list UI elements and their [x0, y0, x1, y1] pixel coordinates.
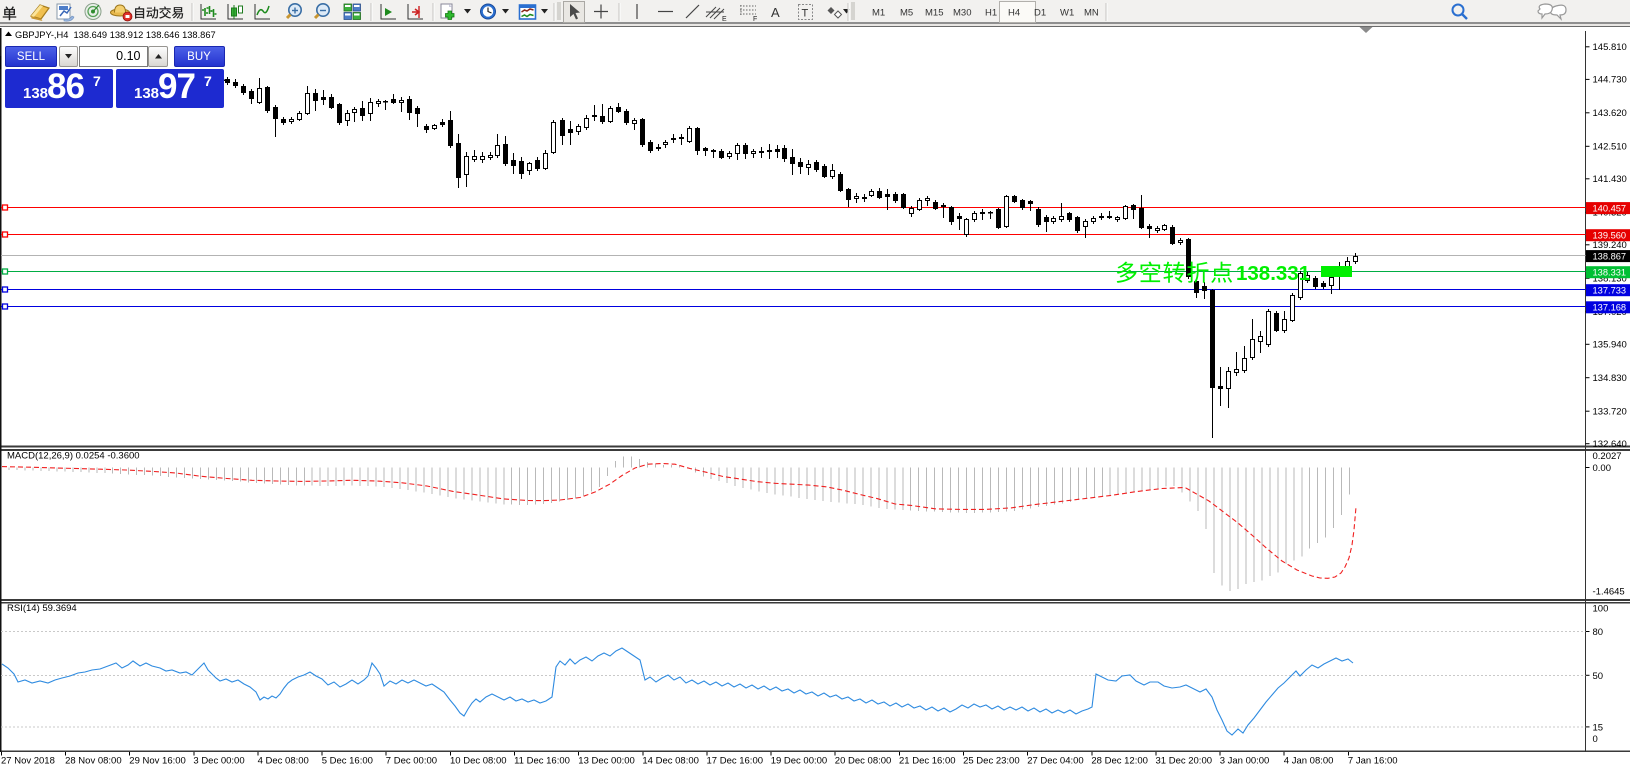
svg-text:133.720: 133.720: [1593, 406, 1627, 417]
svg-text:0.00: 0.00: [1593, 463, 1612, 474]
svg-text:13 Dec 00:00: 13 Dec 00:00: [578, 756, 635, 767]
svg-text:-1.4645: -1.4645: [1593, 587, 1625, 598]
svg-text:4 Jan 08:00: 4 Jan 08:00: [1284, 756, 1334, 767]
svg-text:RSI(14) 59.3694: RSI(14) 59.3694: [7, 603, 77, 614]
svg-text:T: T: [802, 8, 809, 20]
svg-text:145.810: 145.810: [1593, 42, 1627, 53]
svg-text:141.430: 141.430: [1593, 174, 1627, 185]
svg-text:29 Nov 16:00: 29 Nov 16:00: [129, 756, 186, 767]
svg-text:132.640: 132.640: [1593, 439, 1627, 450]
svg-text:139.560: 139.560: [1593, 231, 1627, 241]
svg-text:W1: W1: [1060, 8, 1074, 19]
svg-text:M1: M1: [872, 8, 885, 19]
svg-text:14 Dec 08:00: 14 Dec 08:00: [642, 756, 699, 767]
svg-text:134.830: 134.830: [1593, 373, 1627, 384]
svg-text:144.730: 144.730: [1593, 75, 1627, 86]
svg-text:21 Dec 16:00: 21 Dec 16:00: [899, 756, 956, 767]
svg-text:GBPJPY-,H4: GBPJPY-,H4: [15, 30, 68, 40]
svg-text:M15: M15: [925, 8, 943, 19]
svg-text:10 Dec 08:00: 10 Dec 08:00: [450, 756, 507, 767]
svg-text:15: 15: [1593, 722, 1604, 733]
svg-text:143.620: 143.620: [1593, 108, 1627, 119]
svg-text:100: 100: [1593, 604, 1609, 615]
svg-text:137.733: 137.733: [1593, 286, 1627, 296]
svg-text:25 Dec 23:00: 25 Dec 23:00: [963, 756, 1020, 767]
svg-text:4 Dec 08:00: 4 Dec 08:00: [258, 756, 309, 767]
svg-text:H4: H4: [1008, 8, 1020, 19]
svg-text:H1: H1: [985, 8, 997, 19]
svg-text:A: A: [771, 5, 780, 20]
svg-text:M5: M5: [900, 8, 913, 19]
svg-text:138.649 138.912 138.646 138.86: 138.649 138.912 138.646 138.867: [74, 30, 216, 40]
svg-text:3 Jan 00:00: 3 Jan 00:00: [1220, 756, 1270, 767]
svg-text:E: E: [722, 16, 727, 23]
svg-text:138.867: 138.867: [1593, 251, 1627, 261]
svg-text:3 Dec 00:00: 3 Dec 00:00: [193, 756, 244, 767]
svg-text:MN: MN: [1084, 8, 1099, 19]
svg-text:7 Jan 16:00: 7 Jan 16:00: [1348, 756, 1398, 767]
svg-text:20 Dec 08:00: 20 Dec 08:00: [835, 756, 892, 767]
svg-text:11 Dec 16:00: 11 Dec 16:00: [514, 756, 570, 767]
svg-text:27 Dec 04:00: 27 Dec 04:00: [1027, 756, 1084, 767]
svg-text:28 Dec 12:00: 28 Dec 12:00: [1091, 756, 1148, 767]
svg-text:D1: D1: [1034, 8, 1046, 19]
svg-text:MACD(12,26,9) 0.0254 -0.3600: MACD(12,26,9) 0.0254 -0.3600: [7, 451, 140, 462]
svg-text:F: F: [753, 16, 757, 23]
svg-text:138.331: 138.331: [1236, 262, 1310, 285]
svg-text:31 Dec 20:00: 31 Dec 20:00: [1156, 756, 1213, 767]
svg-text:140.457: 140.457: [1593, 203, 1627, 213]
svg-text:0: 0: [1593, 734, 1598, 745]
svg-text:7 Dec 00:00: 7 Dec 00:00: [386, 756, 437, 767]
svg-text:137.168: 137.168: [1593, 303, 1627, 313]
svg-text:138.130: 138.130: [1593, 274, 1627, 285]
svg-text:50: 50: [1593, 671, 1604, 682]
svg-text:139.240: 139.240: [1593, 240, 1627, 251]
svg-text:80: 80: [1593, 627, 1604, 638]
svg-text:17 Dec 16:00: 17 Dec 16:00: [707, 756, 764, 767]
svg-text:5 Dec 16:00: 5 Dec 16:00: [322, 756, 373, 767]
svg-text:138.331: 138.331: [1593, 268, 1627, 278]
svg-text:135.940: 135.940: [1593, 340, 1627, 351]
svg-text:0.2027: 0.2027: [1593, 451, 1622, 462]
svg-text:27 Nov 2018: 27 Nov 2018: [1, 756, 55, 767]
svg-text:M30: M30: [953, 8, 971, 19]
svg-text:28 Nov 08:00: 28 Nov 08:00: [65, 756, 122, 767]
svg-text:142.510: 142.510: [1593, 142, 1627, 153]
svg-text:19 Dec 00:00: 19 Dec 00:00: [771, 756, 828, 767]
